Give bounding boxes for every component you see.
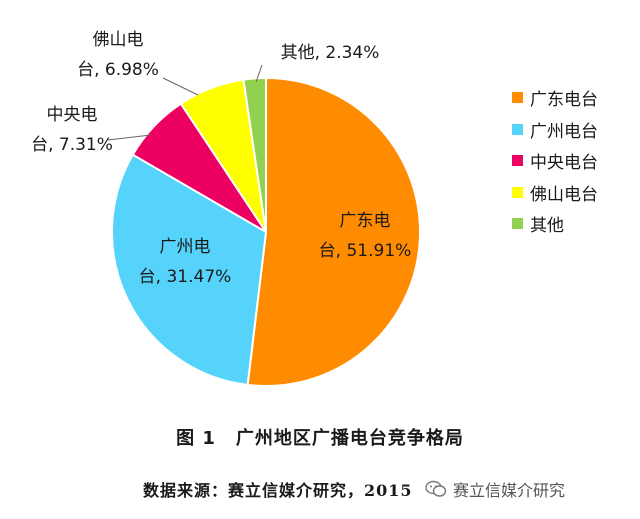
watermark: 赛立信媒介研究 bbox=[425, 477, 565, 501]
legend-swatch bbox=[512, 123, 523, 135]
data-source: 数据来源：赛立信媒介研究，2015 bbox=[143, 481, 413, 500]
slice-label: 广东电台, 51.91% bbox=[319, 211, 412, 261]
slice-label: 其他, 2.34% bbox=[281, 43, 380, 63]
slice-label: 佛山电台, 6.98% bbox=[77, 30, 159, 80]
pie-slice bbox=[111, 153, 268, 387]
pie-chart: 广东电台, 51.91% 广州电台, 31.47% 中央电台, 7.31% 佛山电台,… bbox=[31, 30, 421, 387]
slice-labels: 广东电台, 51.91% 广州电台, 31.47% 中央电台, 7.31% 佛山电台,… bbox=[31, 30, 411, 287]
legend-swatch bbox=[512, 186, 523, 198]
figure-caption: 图 1 广州地区广播电台竞争格局 bbox=[0, 424, 640, 450]
legend-label: 广州电台 bbox=[530, 121, 598, 142]
legend-swatch bbox=[512, 92, 523, 104]
pie-slices bbox=[111, 76, 421, 387]
legend-item: 其他 bbox=[512, 208, 598, 240]
legend-item: 广州电台 bbox=[512, 114, 598, 146]
leader-line bbox=[107, 134, 152, 141]
figure-title: 广州地区广播电台竞争格局 bbox=[235, 428, 464, 449]
legend-label: 中央电台 bbox=[530, 153, 598, 174]
pie-slice bbox=[242, 76, 267, 233]
leader-line bbox=[255, 64, 263, 83]
slice-label: 广州电台, 31.47% bbox=[139, 237, 232, 287]
leader-lines bbox=[107, 64, 263, 141]
legend: 广东电台 广州电台 中央电台 佛山电台 其他 bbox=[512, 82, 598, 240]
leader-line bbox=[162, 77, 199, 96]
legend-swatch bbox=[512, 155, 523, 167]
legend-label: 其他 bbox=[530, 216, 564, 237]
watermark-text: 赛立信媒介研究 bbox=[453, 481, 566, 500]
legend-swatch bbox=[512, 218, 523, 230]
figure-number: 图 1 bbox=[176, 428, 216, 449]
wechat-icon bbox=[425, 480, 447, 497]
legend-item: 佛山电台 bbox=[512, 177, 598, 209]
legend-label: 广东电台 bbox=[530, 90, 598, 111]
legend-label: 佛山电台 bbox=[530, 184, 598, 205]
legend-item: 中央电台 bbox=[512, 145, 598, 177]
legend-item: 广东电台 bbox=[512, 82, 598, 114]
pie-slice bbox=[246, 76, 421, 387]
slice-label: 中央电台, 7.31% bbox=[31, 105, 113, 155]
